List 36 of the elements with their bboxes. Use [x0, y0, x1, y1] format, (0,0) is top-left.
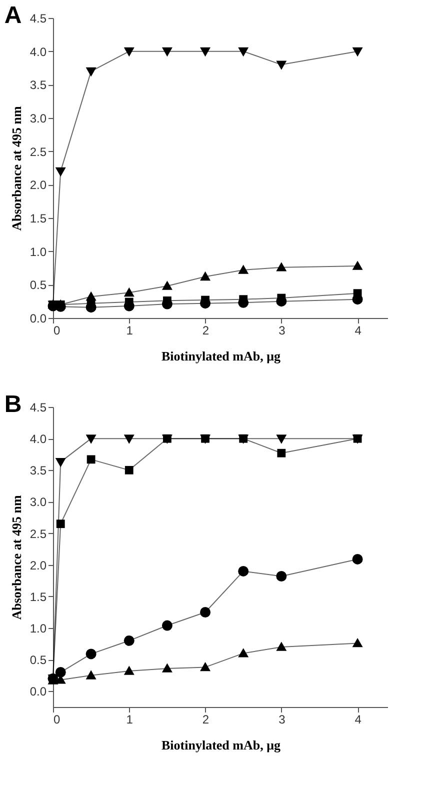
x-tick-label: 3	[278, 324, 286, 338]
x-tick-label: 0	[54, 712, 60, 726]
x-axis-title: Biotinylated mAb, μg	[162, 348, 281, 364]
y-tick-label: 4.5	[30, 400, 47, 414]
y-tick-label: 3.0	[30, 112, 47, 126]
y-tick-label: 3.0	[30, 495, 47, 510]
y-tick-label: 3.5	[30, 464, 47, 478]
y-tick-label: 0.0	[30, 684, 47, 699]
y-tick-label: 2.5	[30, 526, 47, 541]
x-axis-title: Biotinylated mAb, μg	[162, 738, 281, 752]
x-tick-label: 1	[126, 712, 134, 726]
y-tick-label: 2.0	[30, 558, 47, 572]
y-tick-label: 0.5	[30, 653, 47, 668]
y-tick-label: 4.5	[30, 12, 47, 26]
y-tick-label: 4.0	[30, 432, 47, 446]
x-tick-label: 1	[126, 324, 134, 338]
x-tick-label: 4	[354, 712, 362, 726]
x-tick-label: 2	[202, 712, 210, 726]
y-tick-label: 0.0	[30, 312, 47, 326]
y-tick-label: 3.5	[30, 78, 47, 92]
y-tick-label: 2.5	[30, 144, 47, 159]
x-tick-label: 3	[278, 712, 286, 726]
y-tick-label: 1.5	[30, 590, 47, 604]
y-axis-title: Absorbance at 495 nm	[8, 106, 24, 231]
y-tick-label: 1.0	[30, 622, 47, 636]
x-tick-label: 2	[202, 324, 210, 338]
y-tick-label: 1.5	[30, 212, 47, 226]
chart-title: A	[4, 2, 22, 29]
y-tick-label: 0.5	[30, 278, 47, 292]
y-tick-label: 4.0	[30, 44, 47, 59]
y-tick-label: 2.0	[30, 178, 47, 192]
chart-title: B	[4, 391, 22, 418]
y-axis-title: Absorbance at 495 nm	[8, 495, 24, 620]
x-tick-label: 0	[54, 324, 60, 338]
y-tick-label: 1.0	[30, 244, 47, 259]
x-tick-label: 4	[354, 324, 362, 338]
